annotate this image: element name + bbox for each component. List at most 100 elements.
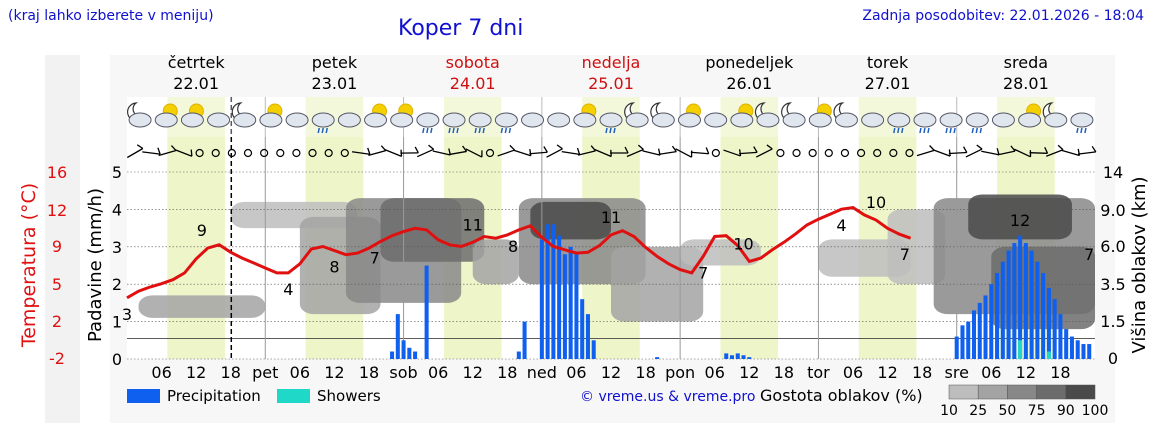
wind-shaft: [723, 149, 741, 157]
x-tick-label: 06: [705, 363, 725, 382]
last-update: Zadnja posodobitev: 22.01.2026 - 18:04: [862, 8, 1144, 24]
cloud-height-axis-label: Višina oblakov (km): [1129, 176, 1150, 353]
wind-feather: [157, 147, 161, 155]
location-hint: (kraj lahko izberete v meniju): [8, 8, 214, 24]
cloud-layer: [138, 295, 266, 318]
cloud-icon: [861, 112, 885, 128]
cloud-icon: [756, 112, 780, 128]
wind-barb-icon: [448, 145, 468, 156]
cloud-icon: [1044, 112, 1068, 128]
wind-shaft: [981, 150, 1000, 156]
wind-shaft: [513, 149, 532, 157]
raindrop-icon: [321, 127, 324, 134]
wind-feather: [414, 146, 419, 154]
moon-cloud-icon: [781, 102, 806, 128]
wind-shaft: [546, 148, 563, 158]
wind-shaft: [174, 149, 193, 157]
precip-bar: [557, 235, 562, 359]
raindrop-icon: [1076, 127, 1079, 134]
temperature-label: 4: [836, 216, 846, 235]
raindrop-icon: [975, 127, 979, 134]
day-name: petek: [312, 53, 358, 72]
cloud-icon: [468, 112, 492, 128]
showers-legend-label: Showers: [317, 387, 381, 405]
raindrop-icon: [613, 127, 616, 134]
wind-feather: [481, 150, 483, 158]
wind-barb-icon: [351, 147, 371, 155]
wind-barb-icon: [739, 146, 758, 155]
cloud-icon: [1018, 112, 1042, 128]
wind-calm-icon: [485, 148, 495, 158]
x-tick-label: 12: [601, 363, 621, 382]
cloud-icon: [547, 112, 571, 128]
wind-calm-icon: [856, 148, 866, 158]
raindrop-icon: [422, 127, 425, 134]
temperature-tick: 16: [47, 163, 67, 182]
wind-calm-icon: [840, 148, 850, 158]
rain-cloud-icon: [939, 112, 963, 134]
cloud-density-level: 90: [1057, 403, 1075, 419]
shower-bar: [1046, 351, 1051, 359]
wind-shaft: [690, 151, 709, 155]
raindrop-icon: [325, 127, 328, 134]
cloud-icon: [337, 112, 361, 128]
wind-shaft: [529, 151, 548, 155]
raindrop-icon: [1084, 127, 1087, 134]
cloud-layer: [968, 194, 1072, 240]
temperature-label: 10: [733, 234, 753, 253]
wind-feather: [996, 148, 1000, 155]
sun-cloud-icon: [677, 103, 701, 128]
wind-shaft: [448, 150, 467, 156]
cloud-icon: [677, 112, 701, 128]
moon-cloud-icon: [231, 102, 257, 128]
sun-cloud-icon: [364, 103, 388, 128]
raindrop-icon: [949, 127, 952, 134]
wind-shaft: [497, 149, 515, 157]
raindrop-icon: [452, 127, 455, 134]
day-name: ponedeljek: [705, 53, 794, 72]
cloud-icon: [207, 112, 231, 128]
day-name: torek: [867, 53, 909, 72]
cloud-icon: [573, 112, 597, 128]
wind-barb-icon: [1029, 146, 1049, 154]
precip-bar: [995, 272, 1000, 359]
wind-barb-icon: [546, 144, 563, 158]
wind-barb-icon: [400, 146, 419, 154]
wind-barb-icon: [997, 145, 1016, 156]
precip-bar: [729, 355, 735, 359]
cloud-height-tick: 9.0: [1100, 201, 1125, 220]
x-tick-label: 18: [774, 363, 794, 382]
rain-cloud-icon: [599, 112, 623, 134]
raindrop-icon: [971, 127, 975, 134]
raindrop-icon: [474, 127, 477, 134]
day-name: nedelja: [582, 53, 641, 72]
precip-bar: [562, 254, 567, 359]
precip-bar: [1018, 235, 1023, 359]
precip-bar: [395, 314, 400, 359]
raindrop-icon: [482, 127, 485, 134]
wind-shaft: [594, 148, 612, 158]
wind-feather: [690, 150, 693, 158]
precip-bar: [551, 224, 556, 359]
precip-bar: [401, 340, 406, 359]
temperature-label: 11: [601, 208, 621, 227]
cloud-icon: [782, 112, 806, 128]
temperature-tick: -2: [49, 349, 65, 368]
wind-feather: [529, 149, 532, 156]
x-tick-label: 18: [497, 363, 517, 382]
precip-bar: [1058, 314, 1063, 359]
cloud-icon: [390, 112, 414, 128]
x-tick-label: 18: [359, 363, 379, 382]
wind-shaft: [658, 150, 677, 156]
precip-bar: [568, 246, 573, 359]
cloud-density-level: 10: [940, 403, 958, 419]
wind-barb-icon: [690, 147, 710, 155]
precip-bar: [747, 357, 752, 359]
wind-shaft: [351, 151, 370, 155]
wind-shaft: [755, 148, 773, 158]
cloud-icon: [154, 112, 178, 128]
wind-feather: [136, 144, 144, 150]
cloud-icon: [128, 112, 152, 128]
cloud-icon: [913, 112, 937, 128]
wind-calm-icon: [227, 148, 236, 158]
